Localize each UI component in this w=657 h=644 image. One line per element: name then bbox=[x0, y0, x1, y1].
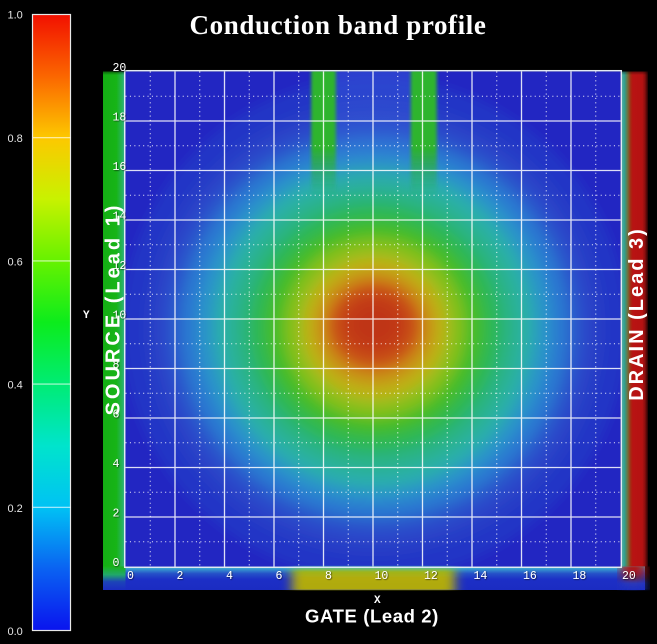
svg-text:0: 0 bbox=[127, 570, 134, 583]
svg-text:4: 4 bbox=[226, 570, 233, 583]
svg-text:1.0: 1.0 bbox=[8, 9, 23, 21]
svg-text:2: 2 bbox=[113, 508, 120, 521]
svg-text:GATE (Lead 2): GATE (Lead 2) bbox=[305, 606, 439, 627]
svg-text:0.0: 0.0 bbox=[8, 626, 23, 638]
svg-text:0: 0 bbox=[113, 557, 120, 570]
svg-text:0.8: 0.8 bbox=[8, 133, 23, 145]
svg-text:16: 16 bbox=[113, 161, 127, 174]
svg-text:18: 18 bbox=[113, 112, 127, 125]
svg-text:2: 2 bbox=[177, 570, 184, 583]
svg-text:Y: Y bbox=[83, 310, 90, 322]
svg-text:0.2: 0.2 bbox=[8, 503, 23, 515]
svg-text:0.4: 0.4 bbox=[8, 380, 23, 392]
svg-text:4: 4 bbox=[113, 458, 120, 471]
svg-text:10: 10 bbox=[113, 310, 127, 323]
svg-text:Conduction band profile: Conduction band profile bbox=[190, 10, 487, 40]
svg-text:6: 6 bbox=[113, 409, 120, 422]
svg-text:12: 12 bbox=[424, 570, 438, 583]
svg-text:8: 8 bbox=[325, 570, 332, 583]
svg-text:6: 6 bbox=[276, 570, 283, 583]
svg-text:20: 20 bbox=[622, 570, 636, 583]
svg-text:12: 12 bbox=[113, 260, 127, 273]
svg-text:14: 14 bbox=[474, 570, 488, 583]
svg-text:X: X bbox=[374, 595, 381, 607]
svg-text:10: 10 bbox=[375, 570, 389, 583]
svg-text:SOURCE (Lead 1): SOURCE (Lead 1) bbox=[103, 203, 125, 416]
svg-text:14: 14 bbox=[113, 211, 127, 224]
svg-text:18: 18 bbox=[573, 570, 587, 583]
svg-text:20: 20 bbox=[113, 62, 127, 75]
svg-text:DRAIN (Lead 3): DRAIN (Lead 3) bbox=[626, 227, 648, 401]
svg-text:16: 16 bbox=[523, 570, 537, 583]
svg-text:0.6: 0.6 bbox=[8, 256, 23, 268]
svg-text:8: 8 bbox=[113, 359, 120, 372]
